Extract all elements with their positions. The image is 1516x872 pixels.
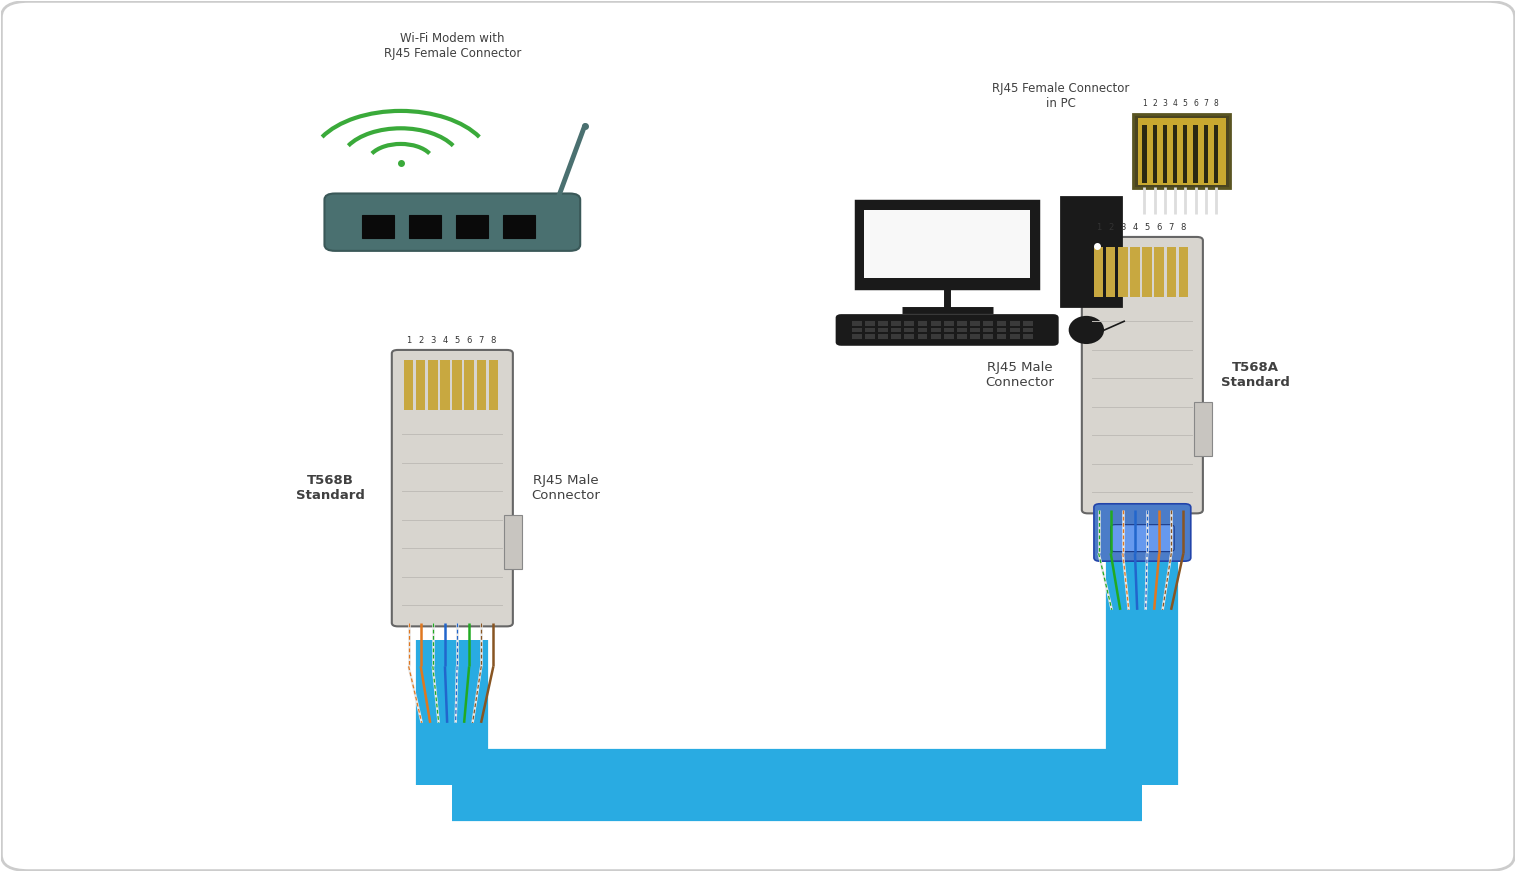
Bar [362, 215, 394, 238]
Bar [503, 215, 535, 238]
Text: RJ45 Male
Connector: RJ45 Male Connector [985, 361, 1055, 389]
Bar [984, 321, 993, 325]
Bar [970, 321, 981, 325]
Bar [1178, 247, 1189, 297]
Bar [1010, 328, 1020, 332]
Bar [1182, 125, 1187, 183]
Text: 1: 1 [406, 336, 411, 344]
Text: 8: 8 [1181, 222, 1186, 232]
Bar [464, 359, 475, 410]
Bar [996, 328, 1007, 332]
Text: 8: 8 [1214, 99, 1219, 108]
Text: Wi-Fi Modem with
RJ45 Female Connector: Wi-Fi Modem with RJ45 Female Connector [384, 32, 522, 60]
Bar [984, 334, 993, 338]
Ellipse shape [1070, 317, 1104, 343]
Bar [1214, 125, 1217, 183]
Bar [852, 334, 861, 338]
Bar [917, 328, 928, 332]
Bar [1204, 125, 1208, 183]
Bar [866, 334, 875, 338]
Bar [944, 321, 954, 325]
Bar [428, 359, 438, 410]
Text: 3: 3 [1163, 99, 1167, 108]
Text: 8: 8 [491, 336, 496, 344]
Bar [1061, 197, 1122, 305]
Bar [878, 328, 888, 332]
Bar [1193, 125, 1198, 183]
Bar [917, 334, 928, 338]
Bar [957, 334, 967, 338]
Bar [488, 359, 499, 410]
Bar [852, 328, 861, 332]
Bar [917, 321, 928, 325]
Text: 4: 4 [443, 336, 447, 344]
Bar [1143, 125, 1146, 183]
Bar [866, 328, 875, 332]
Bar [1134, 114, 1229, 188]
Bar [984, 328, 993, 332]
Text: 7: 7 [1204, 99, 1208, 108]
Text: 2: 2 [1108, 222, 1113, 232]
Text: 6: 6 [467, 336, 471, 344]
Bar [1023, 334, 1032, 338]
Bar [476, 359, 487, 410]
Text: 1: 1 [1096, 222, 1101, 232]
Bar [864, 210, 1031, 278]
FancyBboxPatch shape [1082, 237, 1202, 514]
Bar [866, 321, 875, 325]
Text: 7: 7 [479, 336, 484, 344]
Text: 4: 4 [1132, 222, 1137, 232]
Bar [456, 215, 488, 238]
Bar [1143, 247, 1152, 297]
Bar [440, 359, 450, 410]
Bar [1010, 334, 1020, 338]
Bar [957, 321, 967, 325]
Bar [1095, 247, 1104, 297]
Bar [878, 321, 888, 325]
Bar [852, 321, 861, 325]
FancyBboxPatch shape [1111, 525, 1173, 552]
Text: 3: 3 [431, 336, 435, 344]
Text: 1: 1 [1142, 99, 1146, 108]
Bar [957, 328, 967, 332]
Bar [931, 334, 940, 338]
Text: 4: 4 [1173, 99, 1178, 108]
Bar [996, 321, 1007, 325]
Text: 2: 2 [1152, 99, 1157, 108]
FancyBboxPatch shape [1095, 504, 1190, 562]
Text: 6: 6 [1193, 99, 1198, 108]
FancyBboxPatch shape [837, 315, 1058, 344]
Bar [403, 359, 414, 410]
Bar [1173, 125, 1176, 183]
Text: 6: 6 [1157, 222, 1161, 232]
Bar [970, 328, 981, 332]
Text: RJ45 Male
Connector: RJ45 Male Connector [531, 474, 600, 502]
Bar [931, 328, 940, 332]
Bar [503, 515, 522, 569]
Bar [931, 321, 940, 325]
Bar [415, 359, 426, 410]
Bar [891, 328, 901, 332]
Bar [905, 328, 914, 332]
FancyBboxPatch shape [324, 194, 581, 251]
Bar [891, 321, 901, 325]
Bar [1131, 247, 1140, 297]
Bar [1139, 118, 1225, 185]
Text: 5: 5 [455, 336, 459, 344]
Text: 5: 5 [1145, 222, 1149, 232]
Text: T568B
Standard: T568B Standard [296, 474, 364, 502]
Bar [1163, 125, 1167, 183]
Bar [944, 334, 954, 338]
Bar [857, 201, 1038, 289]
Bar [1023, 321, 1032, 325]
Bar [1107, 247, 1116, 297]
Bar [452, 359, 462, 410]
Bar [1193, 402, 1211, 456]
Bar [905, 321, 914, 325]
Bar [970, 334, 981, 338]
Bar [944, 328, 954, 332]
Text: 5: 5 [1182, 99, 1187, 108]
Text: 2: 2 [418, 336, 423, 344]
Bar [891, 334, 901, 338]
